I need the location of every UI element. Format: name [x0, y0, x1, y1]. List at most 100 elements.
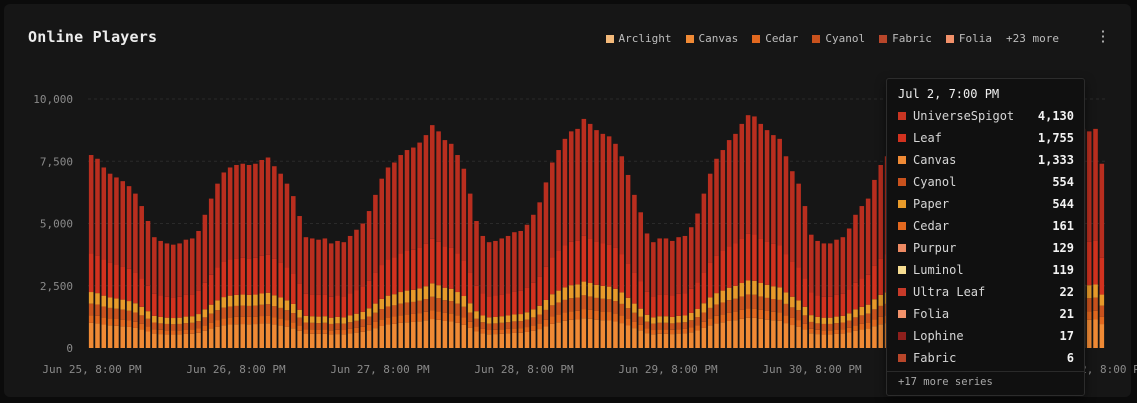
bar-stack[interactable] — [512, 232, 517, 348]
bar-stack[interactable] — [164, 243, 170, 348]
bar-stack[interactable] — [303, 237, 309, 348]
bar-stack[interactable] — [259, 160, 264, 348]
bar-stack[interactable] — [347, 235, 353, 348]
bar-stack[interactable] — [335, 240, 340, 348]
bar-stack[interactable] — [840, 237, 846, 348]
bar-stack[interactable] — [177, 243, 182, 348]
bar-stack[interactable] — [158, 240, 163, 348]
bar-stack[interactable] — [385, 167, 391, 348]
bar-stack[interactable] — [809, 234, 814, 348]
legend-item-arclight[interactable]: Arclight — [605, 32, 672, 45]
bar-stack[interactable] — [499, 238, 505, 348]
bar-stack[interactable] — [411, 147, 416, 348]
bar-stack[interactable] — [88, 155, 94, 348]
bar-stack[interactable] — [139, 206, 144, 348]
bar-stack[interactable] — [101, 167, 107, 348]
bar-stack[interactable] — [707, 173, 713, 348]
bar-stack[interactable] — [442, 140, 448, 348]
bar-stack[interactable] — [183, 239, 189, 348]
bar-stack[interactable] — [745, 115, 751, 348]
bar-stack[interactable] — [461, 168, 467, 348]
bar-stack[interactable] — [196, 230, 201, 348]
legend-more-link[interactable]: +23 more — [1006, 32, 1059, 45]
bar-stack[interactable] — [783, 156, 789, 348]
bar-stack[interactable] — [145, 221, 151, 348]
legend-item-folia[interactable]: Folia — [945, 32, 992, 45]
bar-stack[interactable] — [606, 136, 612, 348]
legend-item-cyanol[interactable]: Cyanol — [812, 32, 865, 45]
bar-stack[interactable] — [95, 158, 100, 348]
bar-stack[interactable] — [227, 167, 233, 348]
bar-stack[interactable] — [253, 163, 258, 348]
bar-stack[interactable] — [322, 238, 328, 348]
bar-stack[interactable] — [114, 177, 119, 348]
bar-stack[interactable] — [676, 237, 681, 348]
bar-stack[interactable] — [429, 125, 435, 348]
bar-stack[interactable] — [859, 206, 865, 348]
bar-stack[interactable] — [1086, 131, 1092, 348]
bar-stack[interactable] — [341, 242, 347, 348]
bar-stack[interactable] — [587, 123, 593, 348]
bar-stack[interactable] — [208, 198, 214, 348]
bar-stack[interactable] — [221, 172, 227, 348]
bar-stack[interactable] — [284, 183, 290, 348]
bar-stack[interactable] — [531, 214, 536, 348]
bar-stack[interactable] — [790, 171, 795, 348]
bar-stack[interactable] — [265, 157, 271, 348]
bar-stack[interactable] — [802, 206, 808, 348]
bar-stack[interactable] — [120, 181, 126, 348]
bar-stack[interactable] — [878, 164, 884, 348]
bar-stack[interactable] — [796, 183, 801, 348]
bar-stack[interactable] — [480, 235, 486, 348]
bar-stack[interactable] — [562, 138, 568, 348]
bar-stack[interactable] — [537, 202, 542, 348]
bar-stack[interactable] — [550, 162, 555, 349]
bar-stack[interactable] — [505, 235, 511, 348]
bar-stack[interactable] — [133, 193, 138, 348]
bar-stack[interactable] — [733, 133, 738, 348]
bar-stack[interactable] — [1093, 128, 1098, 348]
bar-stack[interactable] — [297, 216, 302, 348]
bar-stack[interactable] — [714, 158, 719, 348]
bar-stack[interactable] — [638, 212, 643, 348]
bar-stack[interactable] — [834, 239, 839, 348]
bar-stack[interactable] — [625, 174, 631, 348]
bar-stack[interactable] — [613, 143, 618, 348]
bar-stack[interactable] — [651, 242, 656, 348]
bar-stack[interactable] — [493, 240, 498, 348]
bar-stack[interactable] — [657, 238, 662, 348]
bar-stack[interactable] — [827, 243, 833, 348]
bar-stack[interactable] — [354, 229, 359, 348]
bar-stack[interactable] — [695, 213, 700, 348]
bar-stack[interactable] — [291, 196, 296, 348]
bar-stack[interactable] — [758, 123, 764, 348]
bar-stack[interactable] — [379, 178, 385, 348]
bar-stack[interactable] — [448, 143, 454, 348]
bar-stack[interactable] — [486, 242, 492, 348]
bar-stack[interactable] — [619, 156, 625, 348]
bar-stack[interactable] — [518, 230, 523, 348]
bar-stack[interactable] — [202, 214, 208, 348]
bar-stack[interactable] — [240, 163, 246, 348]
bar-stack[interactable] — [815, 240, 820, 348]
bar-stack[interactable] — [720, 150, 726, 348]
bar-stack[interactable] — [392, 162, 397, 349]
bar-stack[interactable] — [309, 238, 315, 348]
bar-stack[interactable] — [467, 193, 473, 348]
bar-stack[interactable] — [594, 130, 599, 348]
bar-stack[interactable] — [632, 194, 637, 348]
bar-stack[interactable] — [316, 239, 321, 348]
bar-stack[interactable] — [739, 123, 745, 348]
bar-stack[interactable] — [404, 150, 410, 348]
bar-stack[interactable] — [581, 118, 587, 348]
bar-stack[interactable] — [366, 211, 372, 348]
bar-stack[interactable] — [436, 131, 441, 348]
bar-stack[interactable] — [701, 193, 707, 348]
bar-stack[interactable] — [600, 133, 606, 348]
bar-stack[interactable] — [474, 221, 479, 348]
bar-stack[interactable] — [524, 224, 530, 348]
bar-stack[interactable] — [107, 173, 113, 348]
bar-stack[interactable] — [670, 240, 675, 348]
bar-stack[interactable] — [398, 155, 403, 348]
bar-stack[interactable] — [688, 227, 694, 348]
